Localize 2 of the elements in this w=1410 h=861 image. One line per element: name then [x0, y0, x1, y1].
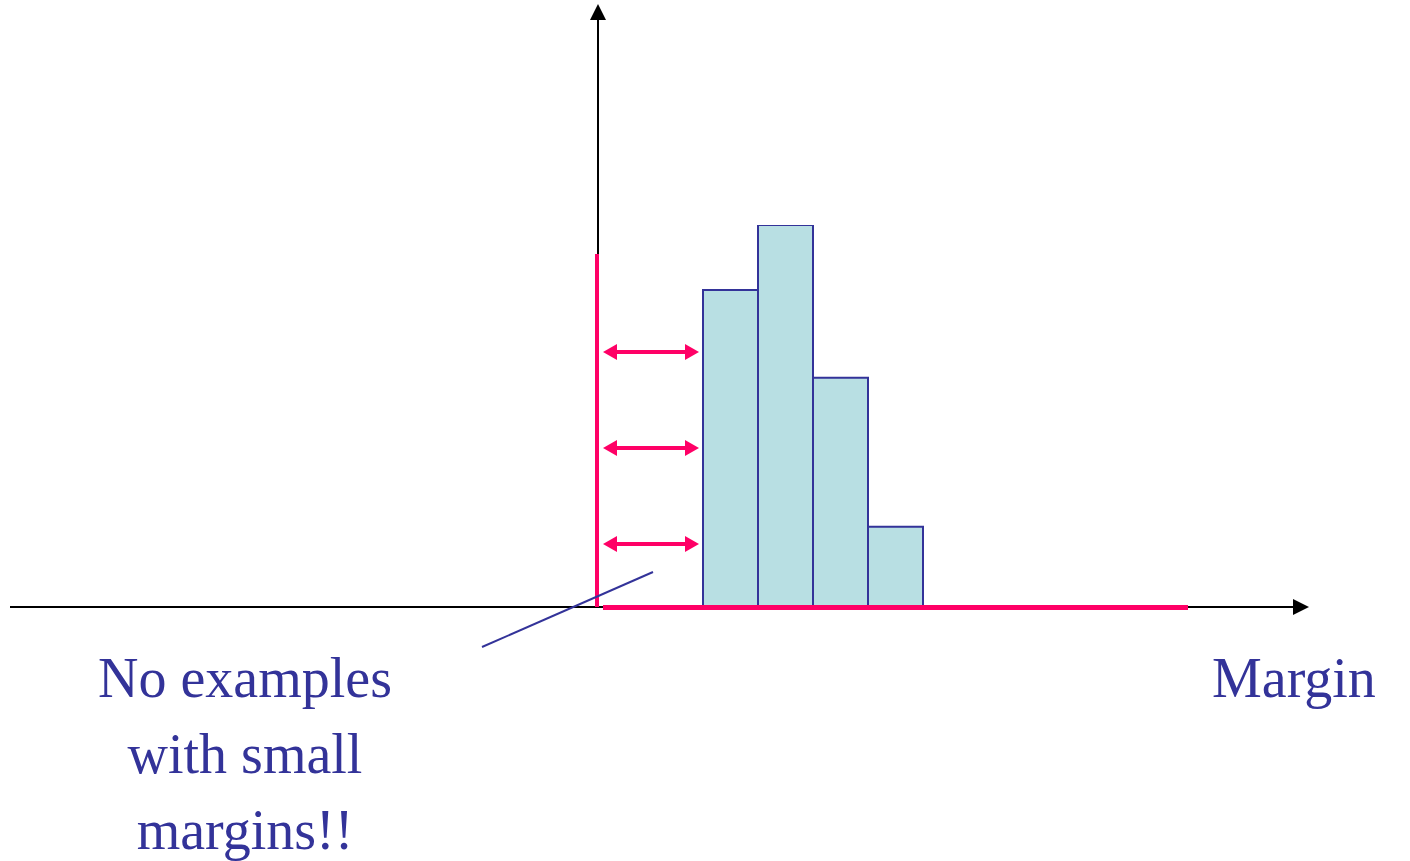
- text: No examples with small margins!!: [97, 646, 393, 861]
- text: Margin: [1212, 646, 1376, 711]
